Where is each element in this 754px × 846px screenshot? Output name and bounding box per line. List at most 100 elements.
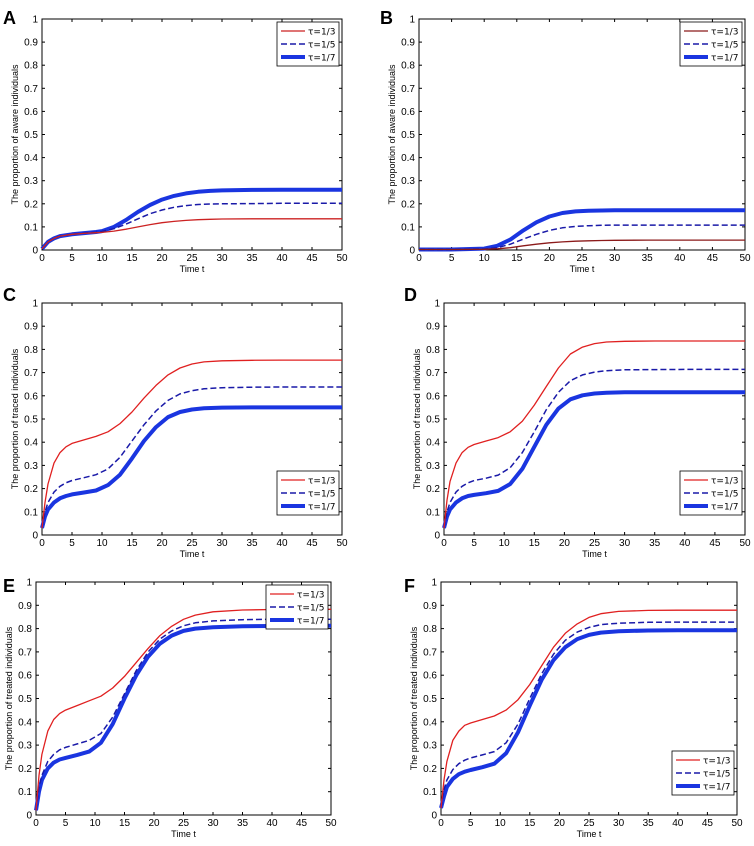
x-tick-label: 15 (529, 538, 541, 549)
legend: τ=1/3 τ=1/5 τ=1/7 (671, 750, 735, 796)
x-tick-label: 45 (296, 818, 308, 829)
x-tick-label: 10 (499, 538, 511, 549)
y-tick-label: 1 (434, 299, 440, 310)
y-tick-label: 0.4 (24, 153, 38, 164)
y-tick-label: 0.9 (24, 38, 38, 49)
x-tick-label: 15 (126, 538, 138, 549)
x-tick-label: 50 (336, 538, 348, 549)
y-tick-label: 0.5 (24, 130, 38, 141)
y-axis-title: The proportion of aware individuals (387, 64, 397, 205)
panel-letter: F (404, 576, 415, 596)
series-line-3 (439, 628, 737, 809)
y-tick-label: 0.8 (24, 345, 38, 356)
legend: τ=1/3 τ=1/5 τ=1/7 (265, 584, 329, 630)
x-tick-label: 20 (156, 538, 168, 549)
x-tick-label: 10 (479, 253, 491, 264)
y-tick-label: 0.2 (401, 199, 415, 210)
y-tick-label: 0.7 (401, 84, 415, 95)
x-tick-label: 35 (642, 253, 654, 264)
y-tick-label: 0.2 (426, 484, 440, 495)
y-tick-label: 0.8 (401, 61, 415, 72)
y-tick-label: 0.4 (426, 438, 440, 449)
panel-letter: B (380, 8, 393, 28)
y-tick-label: 0.7 (426, 368, 440, 379)
x-tick-label: 35 (246, 253, 258, 264)
y-tick-label: 0.8 (426, 345, 440, 356)
series-line-3 (34, 623, 332, 811)
y-axis-title: The proportion of traced individuals (412, 348, 422, 489)
legend: τ=1/3 τ=1/5 τ=1/7 (679, 21, 743, 67)
y-tick-label: 0.7 (423, 647, 437, 658)
x-tick-label: 30 (609, 253, 621, 264)
legend-label: τ=1/3 (711, 28, 738, 38)
x-axis-title: Time t (577, 829, 602, 839)
y-tick-label: 0.8 (24, 61, 38, 72)
x-tick-label: 25 (178, 818, 190, 829)
y-tick-label: 0.4 (401, 153, 415, 164)
y-tick-label: 0 (32, 531, 38, 542)
x-tick-label: 35 (649, 538, 661, 549)
x-axis-title: Time t (582, 549, 607, 559)
chart-panel-d: D 0 5 10 15 20 25 30 35 40 45 50 0 0.1 0.2 0.3 0.4 0.5 0.6… (404, 285, 751, 559)
y-tick-label: 0.3 (426, 461, 440, 472)
series-line-1 (41, 218, 342, 250)
y-axis-title: The proportion of aware individuals (10, 64, 20, 205)
series-line-3 (419, 208, 745, 252)
x-tick-label: 30 (619, 538, 631, 549)
legend-label: τ=1/7 (308, 503, 335, 513)
y-tick-label: 0.6 (24, 107, 38, 118)
y-tick-label: 0.3 (18, 741, 32, 752)
y-tick-label: 0.5 (18, 694, 32, 705)
panel-letter: D (404, 285, 417, 305)
legend-label: τ=1/7 (703, 783, 730, 793)
chart-panel-f: F 0 5 10 15 20 25 30 35 40 45 50 0 0.1 0.2 0.3 0.4 0.5 0.6… (404, 576, 743, 839)
series-line-2 (41, 386, 342, 529)
legend-label: τ=1/7 (308, 54, 335, 64)
x-tick-label: 25 (186, 538, 198, 549)
y-tick-label: 0.9 (24, 322, 38, 333)
x-tick-label: 35 (643, 818, 655, 829)
y-tick-label: 0.3 (423, 741, 437, 752)
x-axis-title: Time t (570, 264, 595, 274)
x-tick-label: 45 (306, 253, 318, 264)
x-tick-label: 20 (156, 253, 168, 264)
x-tick-label: 25 (589, 538, 601, 549)
legend-label: τ=1/5 (297, 604, 324, 614)
x-tick-label: 50 (739, 538, 751, 549)
panel-letter: E (3, 576, 15, 596)
legend-label: τ=1/3 (703, 757, 730, 767)
y-tick-label: 0.1 (426, 507, 440, 518)
x-tick-label: 30 (613, 818, 625, 829)
y-tick-label: 0.1 (423, 787, 437, 798)
y-axis-title: The proportion of treated individuals (4, 626, 14, 770)
y-tick-label: 0.3 (24, 176, 38, 187)
x-tick-label: 15 (126, 253, 138, 264)
x-tick-label: 15 (119, 818, 131, 829)
y-tick-label: 0 (409, 246, 415, 257)
series-line-1 (419, 239, 745, 251)
legend-label: τ=1/3 (711, 477, 738, 487)
x-tick-label: 5 (63, 818, 69, 829)
x-tick-label: 50 (336, 253, 348, 264)
x-tick-label: 45 (306, 538, 318, 549)
y-tick-label: 0.6 (18, 671, 32, 682)
x-tick-label: 0 (438, 818, 444, 829)
chart-panel-b: B 0 5 10 15 20 25 30 35 40 45 50 0 0.1 0.2 0.3 0.4 0.5 0.6… (380, 8, 751, 274)
x-tick-label: 25 (583, 818, 595, 829)
y-tick-label: 1 (26, 578, 32, 589)
y-tick-label: 0.6 (401, 107, 415, 118)
y-tick-label: 0 (26, 811, 32, 822)
legend: τ=1/3 τ=1/5 τ=1/7 (679, 470, 743, 516)
y-axis-title: The proportion of treated individuals (409, 626, 419, 770)
x-tick-label: 40 (674, 253, 686, 264)
x-tick-label: 10 (495, 818, 507, 829)
y-tick-label: 0 (32, 246, 38, 257)
y-tick-label: 0.1 (401, 222, 415, 233)
legend-label: τ=1/5 (703, 770, 730, 780)
legend-label: τ=1/5 (308, 490, 335, 500)
legend-label: τ=1/3 (297, 591, 324, 601)
legend-label: τ=1/7 (711, 503, 738, 513)
y-tick-label: 1 (431, 578, 437, 589)
series-line-2 (443, 368, 745, 529)
x-axis-title: Time t (180, 549, 205, 559)
